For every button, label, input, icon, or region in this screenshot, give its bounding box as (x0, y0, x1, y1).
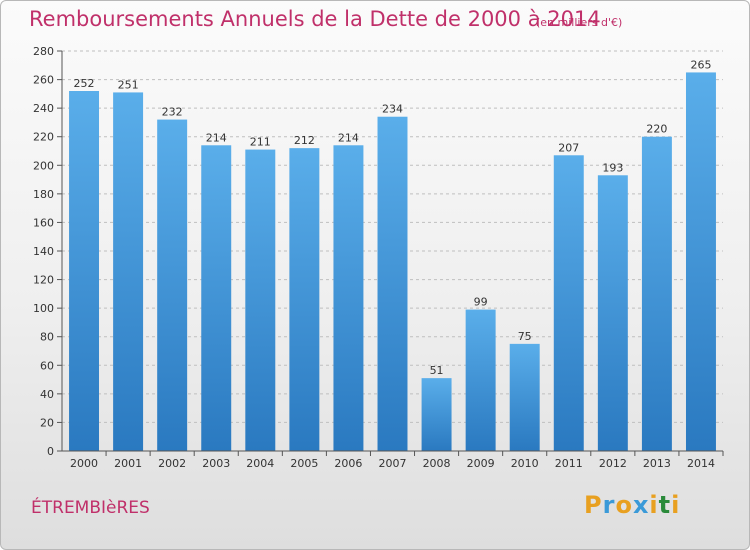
bar-2007 (377, 116, 408, 451)
proxiti-logo[interactable]: Proxiti (584, 491, 680, 519)
y-tick-label: 180 (33, 188, 54, 201)
x-tick-label: 2000 (70, 457, 98, 470)
data-label-2008: 51 (430, 364, 444, 377)
x-tick-label: 2005 (290, 457, 318, 470)
chart-unit: (en milliers d'€) (536, 16, 623, 29)
y-tick-label: 20 (40, 416, 54, 429)
y-tick-label: 240 (33, 102, 54, 115)
data-label-2011: 207 (558, 141, 579, 154)
data-label-2002: 232 (162, 106, 183, 119)
data-label-2005: 212 (294, 134, 315, 147)
x-tick-label: 2006 (334, 457, 362, 470)
x-tick-label: 2012 (599, 457, 627, 470)
x-tick-label: 2004 (246, 457, 274, 470)
data-label-2010: 75 (518, 330, 532, 343)
bars (69, 72, 716, 452)
data-label-2006: 214 (338, 131, 359, 144)
logo-letter: r (602, 491, 616, 519)
axes: 0 20 40 60 80 100 120 140 160 180 200 220 240 260 280 2… (33, 45, 724, 470)
bar-2008 (421, 378, 452, 451)
x-tick-label: 2013 (643, 457, 671, 470)
bar-2005 (289, 148, 320, 451)
bar-2012 (597, 175, 628, 452)
x-tick-label: 2009 (467, 457, 495, 470)
y-tick-label: 60 (40, 359, 54, 372)
y-tick-label: 140 (33, 245, 54, 258)
x-tick-label: 2001 (114, 457, 142, 470)
chart-title: Remboursements Annuels de la Dette de 20… (29, 7, 601, 31)
bar-2003 (201, 145, 232, 452)
bar-2014 (685, 72, 716, 451)
data-label-2003: 214 (206, 131, 227, 144)
bar-2006 (333, 145, 364, 452)
y-tick-label: 100 (33, 302, 54, 315)
logo-letter: i (671, 491, 681, 519)
x-tick-label: 2008 (423, 457, 451, 470)
y-tick-label: 120 (33, 274, 54, 287)
x-tick-label: 2003 (202, 457, 230, 470)
y-tick-label: 200 (33, 159, 54, 172)
x-tick-label: 2011 (555, 457, 583, 470)
data-label-2013: 220 (646, 123, 667, 136)
logo-letter: t (658, 491, 672, 519)
commune-name: ÉTREMBIèRES (31, 498, 150, 518)
y-tick-label: 280 (33, 45, 54, 58)
data-label-2014: 265 (690, 58, 711, 71)
bar-2010 (509, 343, 540, 451)
data-label-2001: 251 (118, 78, 139, 91)
y-tick-label: 160 (33, 216, 54, 229)
y-tick-label: 0 (47, 445, 54, 458)
y-tick-label: 80 (40, 331, 54, 344)
data-label-2004: 211 (250, 136, 271, 149)
logo-letter: i (649, 491, 659, 519)
y-tick-label: 260 (33, 74, 54, 87)
data-label-2000: 252 (74, 77, 95, 90)
data-label-2009: 99 (474, 296, 488, 309)
logo-letter: o (615, 491, 633, 519)
bar-2001 (113, 92, 144, 451)
logo-letter: x (632, 491, 650, 519)
bar-2004 (245, 149, 276, 452)
bar-2000 (69, 91, 100, 451)
bar-2002 (157, 119, 188, 452)
logo-letter: P (584, 491, 603, 519)
x-tick-label: 2010 (511, 457, 539, 470)
bar-2011 (553, 155, 584, 452)
bar-2013 (641, 136, 672, 451)
bar-2009 (465, 309, 496, 451)
y-tick-label: 40 (40, 388, 54, 401)
y-tick-label: 220 (33, 131, 54, 144)
x-tick-label: 2002 (158, 457, 186, 470)
data-label-2007: 234 (382, 103, 403, 116)
x-tick-label: 2014 (687, 457, 715, 470)
data-labels: 252 251 232 214 211 212 214 234 51 99 75 207 193 220 2… (74, 58, 712, 377)
x-tick-label: 2007 (379, 457, 407, 470)
data-label-2012: 193 (602, 161, 623, 174)
